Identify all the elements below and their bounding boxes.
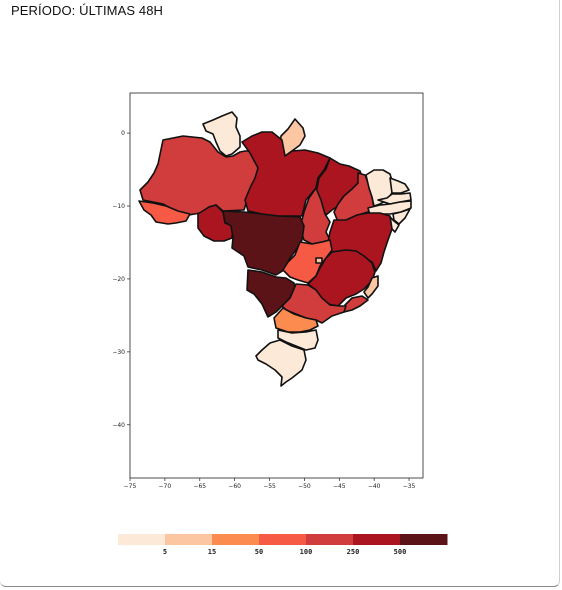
legend-label: 500 [394,548,407,556]
state-ES[interactable] [363,275,379,299]
y-tick-label: −10 [112,203,125,210]
state-PA[interactable] [241,131,331,217]
legend-swatch [118,534,166,545]
legend-label: 15 [208,548,216,556]
legend-swatch [212,534,260,545]
y-tick-label: −20 [112,276,125,283]
x-tick-label: −55 [263,483,276,490]
axis-ticks: −75 −70 −65 −60 −55 −50 −45 −40 −35 0 −10 −20 −30 −40 [112,130,415,490]
state-AC[interactable] [138,200,191,225]
legend-swatch [165,534,213,545]
y-tick-label: 0 [121,130,125,137]
plot-frame [129,92,424,479]
x-tick-label: −50 [298,483,311,490]
color-legend: 5 15 50 100 250 500 [118,534,448,556]
legend-label: 100 [300,548,313,556]
legend-label: 50 [255,548,263,556]
x-tick-label: −60 [228,483,241,490]
x-tick-label: −45 [333,483,346,490]
state-AM[interactable] [139,135,259,216]
legend-swatch [259,534,307,545]
legend-label: 5 [163,548,167,556]
state-RN[interactable] [389,177,410,194]
x-tick-label: −70 [159,483,172,490]
state-MG[interactable] [307,249,376,307]
period-label: PERÍODO: ÚLTIMAS 48H [11,3,164,18]
state-RR[interactable] [202,111,241,157]
state-SC[interactable] [277,329,319,351]
x-tick-label: −65 [193,483,206,490]
y-tick-label: −30 [112,349,125,356]
legend-swatch [353,534,401,545]
legend-swatch [306,534,354,545]
states-layer [138,111,412,387]
state-RJ[interactable] [343,295,369,313]
state-PR[interactable] [273,307,319,333]
state-RS[interactable] [255,339,307,387]
legend-swatch [400,534,448,545]
x-tick-label: −35 [403,483,416,490]
legend-label: 250 [347,548,360,556]
x-tick-label: −40 [368,483,381,490]
x-tick-label: −75 [124,483,137,490]
state-DF[interactable] [315,257,323,264]
y-tick-label: −40 [112,422,125,429]
